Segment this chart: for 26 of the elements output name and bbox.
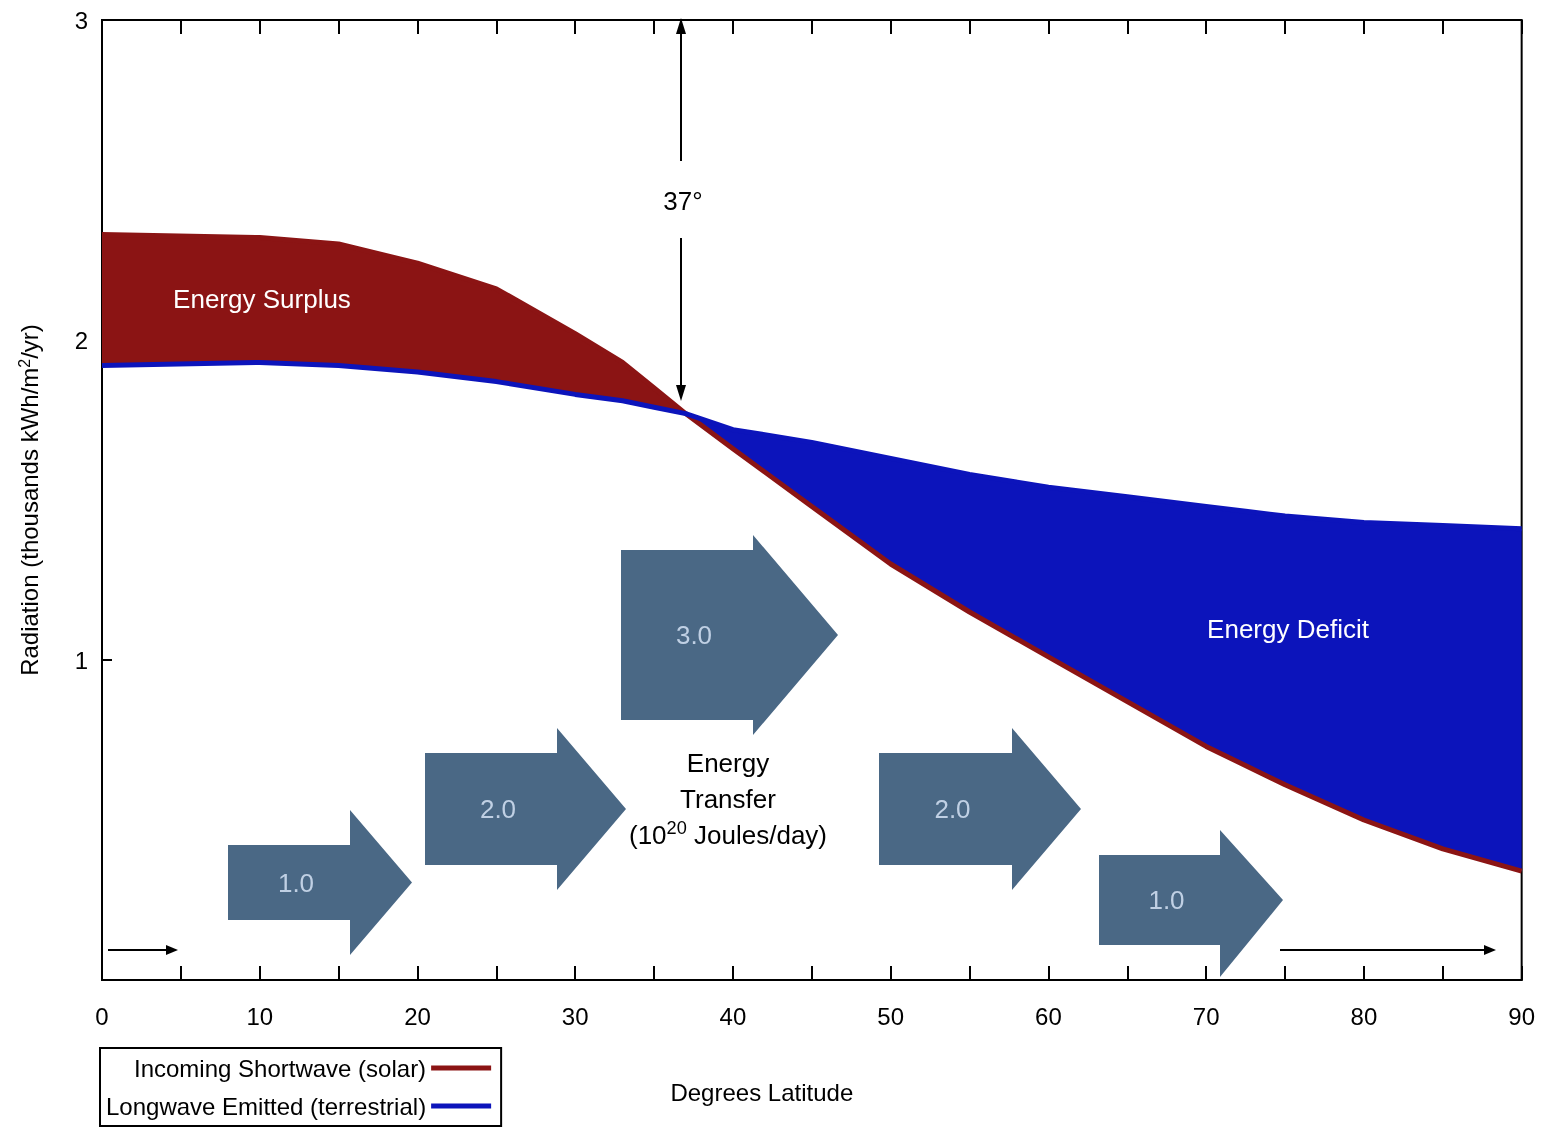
x-tick-label: 60 <box>1035 1002 1062 1030</box>
x-tick-label: 70 <box>1192 1002 1220 1030</box>
y-axis-title: Radiation (thousands kWh/m2/yr) <box>15 324 43 676</box>
x-axis-title: Degrees Latitude <box>670 1078 854 1106</box>
legend-label: Longwave Emitted (terrestrial) <box>106 1092 427 1120</box>
annotation: 2.0 <box>934 794 971 824</box>
x-tick-label: 30 <box>561 1002 589 1030</box>
y-tick-label: 2 <box>74 326 88 354</box>
annotation: Energy Surplus <box>173 284 351 314</box>
legend-label: Incoming Shortwave (solar) <box>134 1054 427 1082</box>
y-tick-label: 1 <box>74 646 88 674</box>
x-tick-label: 0 <box>95 1002 109 1030</box>
x-tick-label: 40 <box>719 1002 747 1030</box>
annotation: Energy Transfer (10$^{20}$ Joules/day) <box>629 748 827 850</box>
annotation: 1.0 <box>277 867 315 898</box>
annotation: 2.0 <box>479 794 517 824</box>
annotation: 37° <box>663 186 703 216</box>
x-tick-label: 50 <box>877 1002 905 1030</box>
x-tick-label: 10 <box>246 1002 274 1030</box>
x-tick-label: 20 <box>404 1002 431 1030</box>
x-tick-label: 90 <box>1508 1002 1535 1030</box>
annotation: 1.0 <box>1148 885 1185 915</box>
y-tick-label: 3 <box>74 6 88 34</box>
annotation: 3.0 <box>675 620 713 650</box>
annotation: Energy Deficit <box>1207 614 1370 644</box>
x-tick-label: 80 <box>1350 1002 1378 1030</box>
